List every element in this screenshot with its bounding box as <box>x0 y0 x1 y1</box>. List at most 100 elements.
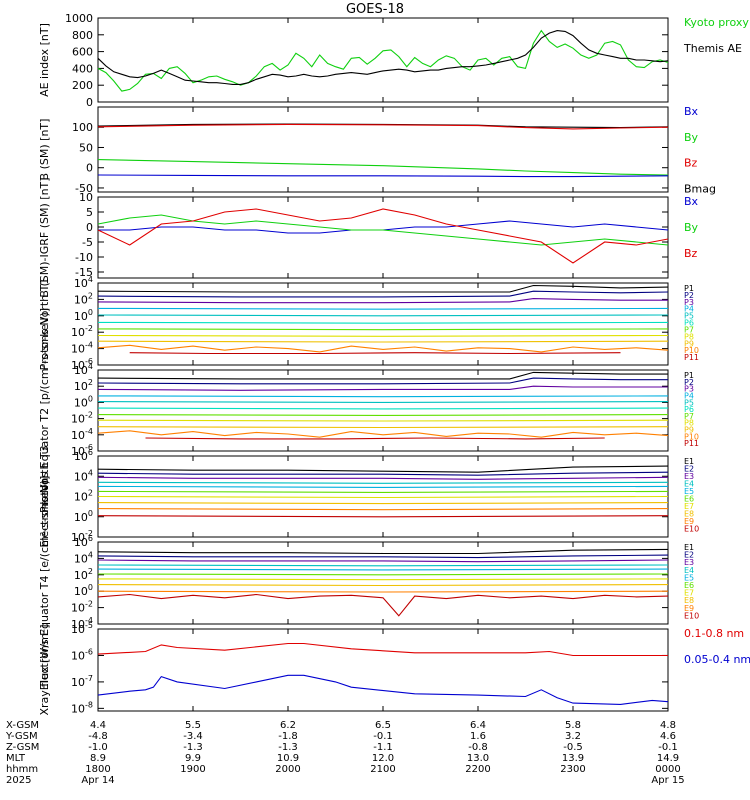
x-row-value: 14.9 <box>657 753 679 764</box>
series-line <box>97 334 669 337</box>
x-row-value: 4.4 <box>90 720 106 731</box>
legend-entry: P3 <box>684 385 694 394</box>
y-axis-label: B (SM)-IGRF (SM) [nT] <box>38 177 51 297</box>
tick-base: 10 <box>71 649 85 662</box>
x-row-value: 2000 <box>275 764 300 775</box>
legend-entry: P5 <box>684 312 694 321</box>
series-line <box>97 568 669 571</box>
legend-entry: By <box>684 221 699 234</box>
tick-base: 10 <box>71 531 85 544</box>
legend-entry: P8 <box>684 419 694 428</box>
tick-base: 10 <box>74 569 88 582</box>
x-row-value: Apr 15 <box>651 775 684 786</box>
tick-base: 10 <box>71 445 85 458</box>
x-row-value: 1900 <box>180 764 205 775</box>
y-tick-label: 400 <box>72 62 93 75</box>
series-line <box>97 430 669 438</box>
series-line <box>97 559 669 563</box>
y-tick-label: 10-6 <box>71 443 93 458</box>
y-axis-label: Electrons Equator T4 [e/(cm²-s-sr-keV)] <box>38 476 51 691</box>
legend-entry: P4 <box>684 305 694 314</box>
legend-entry: E6 <box>684 581 694 590</box>
x-row-value: 2200 <box>465 764 490 775</box>
series-line <box>97 174 669 178</box>
y-tick-label: 100 <box>74 308 93 323</box>
tick-base: 10 <box>71 343 85 356</box>
tick-exponent: -8 <box>85 700 93 709</box>
series-line <box>97 298 668 304</box>
tick-exponent: 0 <box>88 394 93 403</box>
y-tick-label: 102 <box>74 378 93 393</box>
y-axis-label: Protons Equator T2 [p/(cm²-s-sr-keV)] <box>38 308 51 513</box>
x-row-value: -3.4 <box>183 731 203 742</box>
legend-entry: P2 <box>684 378 694 387</box>
series-line <box>97 471 669 476</box>
tick-exponent: 4 <box>88 468 93 477</box>
legend-entry: E8 <box>684 510 694 519</box>
legend-entry: E10 <box>684 525 699 534</box>
series-line <box>97 314 669 317</box>
series-line <box>97 593 669 617</box>
tick-base: 10 <box>71 618 85 631</box>
x-row-value: -0.1 <box>658 742 678 753</box>
x-row-value: -0.5 <box>563 742 583 753</box>
tick-base: 10 <box>71 676 85 689</box>
legend-entry: E4 <box>684 566 694 575</box>
series-line <box>97 515 669 518</box>
tick-exponent: -4 <box>85 341 93 350</box>
y-tick-label: 10-8 <box>71 700 93 715</box>
legend-entry: P9 <box>684 339 694 348</box>
plot-title: GOES-18 <box>346 2 404 17</box>
tick-exponent: 2 <box>88 291 93 300</box>
y-tick-label: 100 <box>74 394 93 409</box>
legend-entry: P10 <box>684 432 699 441</box>
legend-entry: P7 <box>684 412 694 421</box>
series-line <box>97 485 669 488</box>
x-row-value: -1.3 <box>183 742 203 753</box>
series-line <box>97 554 669 559</box>
series-line <box>97 476 669 480</box>
x-row-value: -1.8 <box>278 731 298 742</box>
y-tick-label: 0 <box>86 96 93 109</box>
tick-base: 10 <box>71 623 85 636</box>
series-line <box>97 419 669 422</box>
tick-base: 10 <box>74 552 88 565</box>
tick-exponent: 4 <box>88 362 93 371</box>
series-line <box>97 465 669 473</box>
series-line <box>97 377 668 385</box>
y-tick-label: 10-2 <box>71 411 93 426</box>
y-tick-label: 10-6 <box>71 357 93 372</box>
panel-frame <box>97 106 669 193</box>
legend-entry: Bmag <box>684 182 716 195</box>
x-axis-table: X-GSM 4.4 5.5 6.2 6.5 6.4 5.8 4.8Y-GSM -4.8 -3.4-… <box>5 720 685 786</box>
series-line <box>97 578 669 581</box>
y-tick-label: 50 <box>79 141 93 154</box>
legend-entry: Bz <box>684 247 698 260</box>
series-line <box>97 214 669 246</box>
series-line <box>97 328 669 331</box>
legend-entry: P1 <box>684 284 694 293</box>
tick-base: 10 <box>74 277 88 290</box>
tick-base: 10 <box>74 470 88 483</box>
x-row-value: -4.8 <box>88 731 108 742</box>
y-tick-label: 102 <box>74 567 93 582</box>
x-row-value: -1.3 <box>278 742 298 753</box>
tick-exponent: -6 <box>85 443 93 452</box>
legend-entry: E8 <box>684 596 694 605</box>
x-row-value: 13.9 <box>562 753 584 764</box>
x-row-label: Y-GSM <box>5 731 38 742</box>
y-tick-label: 10-6 <box>71 647 93 662</box>
legend-entry: E2 <box>684 465 694 474</box>
series-line <box>97 29 669 92</box>
y-tick-label: 10-4 <box>71 341 93 356</box>
legend-entry: E1 <box>684 543 694 552</box>
y-tick-label: 0 <box>86 162 93 175</box>
y-tick-label: 600 <box>72 46 93 59</box>
x-row-value: Apr 14 <box>81 775 114 786</box>
x-row-value: 2300 <box>560 764 585 775</box>
